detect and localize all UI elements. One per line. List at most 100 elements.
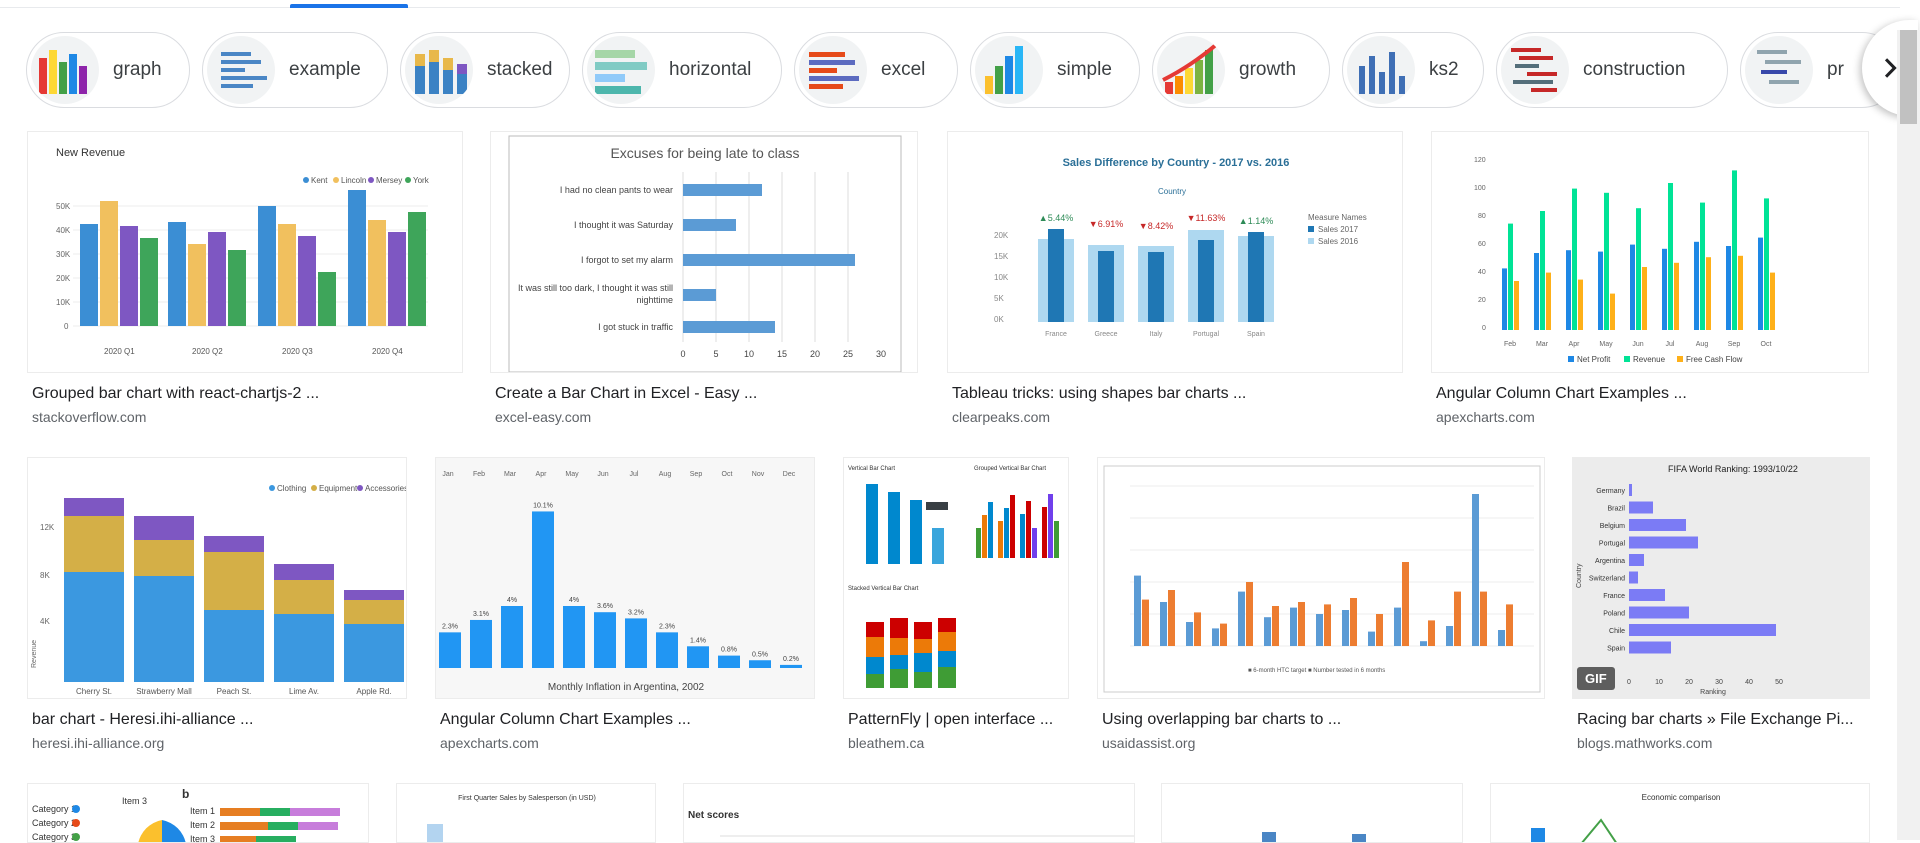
- result-card[interactable]: Sales Difference by Country - 2017 vs. 2…: [947, 131, 1403, 431]
- bar: [976, 528, 981, 558]
- bar: [1134, 575, 1141, 646]
- result-thumbnail[interactable]: Excuses for being late to class I had no…: [490, 131, 918, 373]
- chip-graph[interactable]: graph: [26, 32, 190, 108]
- svg-text:0K: 0K: [994, 315, 1004, 324]
- img-title: New Revenue: [56, 147, 125, 159]
- result-thumbnail[interactable]: First Quarter Sales by Salesperson (in U…: [396, 783, 656, 843]
- result-card[interactable]: Economic comparison: [1490, 783, 1870, 843]
- chip-label: growth: [1239, 59, 1297, 80]
- result-thumbnail[interactable]: New Revenue Kent Lincoln Mersey York 50K…: [27, 131, 463, 373]
- result-thumbnail[interactable]: Jan Feb Mar Apr May Jun Jul Aug Sep Oct Nov Dec 2.3…: [435, 457, 815, 699]
- bar: [1700, 202, 1705, 330]
- svg-text:Sales 2017: Sales 2017: [1318, 225, 1359, 234]
- bar: [1350, 598, 1357, 646]
- bar: [1506, 604, 1513, 646]
- result-title[interactable]: Angular Column Chart Examples ...: [440, 711, 691, 728]
- bar: [1212, 628, 1219, 646]
- tick-label: Lime Av.: [289, 687, 319, 696]
- result-thumbnail[interactable]: [1161, 783, 1463, 843]
- svg-text:15: 15: [777, 349, 787, 359]
- result-thumbnail[interactable]: Net scores: [683, 783, 1135, 843]
- page-scrollbar[interactable]: [1897, 30, 1920, 840]
- result-card[interactable]: 120 100 80 60 40 20 0 Feb Mar Apr May Jun Jul Aug Sep…: [1431, 131, 1869, 431]
- result-card[interactable]: First Quarter Sales by Salesperson (in U…: [396, 783, 656, 843]
- svg-text:15K: 15K: [994, 252, 1009, 261]
- svg-text:5: 5: [713, 349, 718, 359]
- img-label: Item 3: [122, 796, 147, 806]
- result-title[interactable]: Angular Column Chart Examples ...: [1436, 385, 1687, 402]
- tick-label: France: [1045, 331, 1067, 338]
- bar: [1238, 591, 1245, 646]
- result-card[interactable]: New Revenue Kent Lincoln Mersey York 50K…: [27, 131, 463, 431]
- chip-stacked[interactable]: stacked: [400, 32, 570, 108]
- bar: [749, 660, 771, 668]
- svg-text:Feb: Feb: [1504, 341, 1516, 348]
- result-title[interactable]: Grouped bar chart with react-chartjs-2 .…: [32, 385, 320, 402]
- bar: [1732, 170, 1737, 330]
- result-thumbnail[interactable]: Category 1 Category 2 Category 3 Item 3 …: [27, 783, 369, 843]
- result-thumbnail[interactable]: Clothing Equipment Accessories 12K 8K 4K R…: [27, 457, 407, 699]
- svg-text:Sep: Sep: [690, 471, 703, 478]
- bar: [563, 606, 585, 668]
- result-card[interactable]: ■ 6-month HTC target ■ Number tested in …: [1097, 457, 1545, 757]
- bar: [988, 502, 993, 558]
- result-title[interactable]: bar chart - Heresi.ihi-alliance ...: [32, 711, 254, 728]
- bar: [1629, 571, 1638, 584]
- result-card[interactable]: Clothing Equipment Accessories 12K 8K 4K R…: [27, 457, 407, 757]
- bar: [1578, 279, 1583, 330]
- chip-ks2[interactable]: ks2: [1342, 32, 1484, 108]
- bar: [1420, 641, 1427, 646]
- result-thumbnail[interactable]: Economic comparison: [1490, 783, 1870, 843]
- tick-label: France: [1603, 593, 1625, 600]
- svg-text:Apr: Apr: [536, 471, 548, 478]
- bar: [1020, 514, 1025, 558]
- result-card[interactable]: Net scores: [683, 783, 1135, 843]
- chip-growth[interactable]: growth: [1152, 32, 1330, 108]
- result-title[interactable]: Racing bar charts » File Exchange Pi...: [1577, 711, 1854, 728]
- bar: [1540, 211, 1545, 330]
- result-card[interactable]: Vertical Bar Chart Grouped Vertical Bar …: [843, 457, 1069, 757]
- chip-label: stacked: [487, 59, 553, 80]
- chip-horizontal[interactable]: horizontal: [582, 32, 782, 108]
- result-card[interactable]: Jan Feb Mar Apr May Jun Jul Aug Sep Oct Nov Dec 2.3…: [435, 457, 815, 757]
- result-title[interactable]: Using overlapping bar charts to ...: [1102, 711, 1342, 728]
- svg-text:2020 Q2: 2020 Q2: [192, 347, 223, 356]
- chip-excel[interactable]: excel: [794, 32, 958, 108]
- scrollbar-thumb[interactable]: [1900, 30, 1917, 124]
- img-label: Grouped Vertical Bar Chart: [974, 466, 1046, 472]
- result-card[interactable]: Category 1 Category 2 Category 3 Item 3 …: [27, 783, 369, 843]
- data-label: ▲1.14%: [1239, 216, 1273, 226]
- chip-simple[interactable]: simple: [970, 32, 1140, 108]
- svg-text:8K: 8K: [40, 571, 50, 580]
- svg-text:120: 120: [1474, 157, 1486, 164]
- svg-text:Feb: Feb: [473, 471, 485, 478]
- result-title[interactable]: Tableau tricks: using shapes bar charts …: [952, 385, 1247, 402]
- bar: [1604, 192, 1609, 330]
- img-label: Category 2: [32, 818, 76, 828]
- data-label: ▼6.91%: [1089, 219, 1123, 229]
- chip-construction[interactable]: construction: [1496, 32, 1728, 108]
- result-thumbnail[interactable]: Sales Difference by Country - 2017 vs. 2…: [947, 131, 1403, 373]
- result-card[interactable]: FIFA World Ranking: 1993/10/22 Germany Br…: [1572, 457, 1870, 757]
- chip-example[interactable]: example: [202, 32, 388, 108]
- img-title: Excuses for being late to class: [610, 145, 799, 161]
- result-thumbnail[interactable]: 120 100 80 60 40 20 0 Feb Mar Apr May Jun Jul Aug Sep…: [1431, 131, 1869, 373]
- svg-text:4K: 4K: [40, 617, 50, 626]
- tick-label: Spain: [1247, 331, 1265, 338]
- result-thumbnail[interactable]: FIFA World Ranking: 1993/10/22 Germany Br…: [1572, 457, 1870, 699]
- result-title[interactable]: Create a Bar Chart in Excel - Easy ...: [495, 385, 758, 402]
- svg-text:Dec: Dec: [783, 471, 796, 478]
- result-card[interactable]: [1161, 783, 1463, 843]
- result-thumbnail[interactable]: ■ 6-month HTC target ■ Number tested in …: [1097, 457, 1545, 699]
- img-title: Monthly Inflation in Argentina, 2002: [548, 682, 705, 693]
- svg-text:10K: 10K: [56, 298, 71, 307]
- tick-label: Germany: [1596, 488, 1625, 495]
- result-title[interactable]: PatternFly | open interface ...: [848, 711, 1054, 728]
- chip-label: simple: [1057, 59, 1112, 80]
- result-thumbnail[interactable]: Vertical Bar Chart Grouped Vertical Bar …: [843, 457, 1069, 699]
- chip-thumbnail: [207, 36, 275, 104]
- chip-thumbnail: [1501, 36, 1569, 104]
- bar: [866, 637, 884, 657]
- result-card[interactable]: Excuses for being late to class I had no…: [490, 131, 918, 431]
- data-label: 3.2%: [628, 609, 644, 616]
